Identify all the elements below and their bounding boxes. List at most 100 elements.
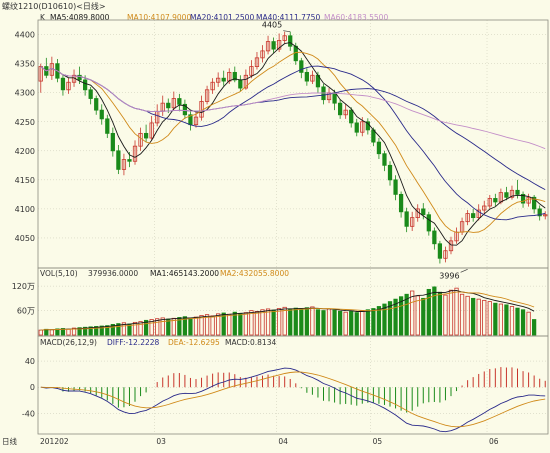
date-tick-label: 201202 (40, 437, 69, 446)
volume-bar (432, 286, 437, 336)
candle-body (83, 79, 88, 91)
volume-bar (293, 307, 298, 336)
volume-bar (38, 329, 43, 336)
volume-bar (382, 303, 387, 336)
volume-bar (532, 319, 537, 336)
volume-bar (376, 306, 382, 336)
candle-body (143, 132, 149, 139)
candle-body (532, 196, 537, 210)
candle-body (509, 189, 515, 198)
candle-body (515, 189, 520, 195)
annotation-pointer (283, 30, 291, 33)
candle-body (166, 102, 171, 109)
candle-body (537, 208, 542, 217)
candle-body (193, 116, 199, 126)
volume-bar (143, 319, 149, 336)
volume-bar (116, 323, 121, 336)
vol-label: VOL(5,10) (40, 269, 78, 278)
date-tick-label: 04 (278, 437, 288, 446)
volume-bar (465, 295, 470, 336)
price-tick-label: 4350 (15, 60, 35, 69)
volume-bar (443, 294, 448, 336)
volume-bar (493, 302, 498, 336)
candle-body (520, 193, 526, 204)
candle-body (404, 211, 409, 227)
volume-bar (315, 309, 321, 336)
candle-body (177, 98, 182, 105)
price-legend: K MA5:4089.8000 MA10:4107.9000 MA20:4101… (40, 13, 388, 22)
candle-body (238, 79, 243, 89)
candle-body (437, 243, 443, 259)
volume-bar (260, 309, 265, 336)
moving-average-lines (40, 42, 546, 246)
macd-tick-label: 40 (25, 357, 35, 366)
volume-bar (182, 316, 188, 336)
candle-body (299, 60, 304, 73)
annotation-label: 4405 (262, 21, 282, 30)
candle-body (476, 209, 481, 219)
candle-body (465, 213, 470, 223)
volume-bar (310, 306, 315, 336)
price-tick-label: 4150 (15, 176, 35, 185)
volume-bar (448, 289, 454, 336)
panel-frames (37, 19, 549, 435)
vol-ma1: MA1:465143.2000 (150, 269, 219, 278)
volume-bar (216, 313, 221, 336)
candle-body (204, 89, 210, 102)
volume-bar (221, 312, 226, 336)
date-axis-label: 日线 (2, 436, 17, 446)
candle-body (487, 198, 492, 207)
volume-bar (254, 310, 260, 336)
volume-bar (482, 299, 487, 336)
candle-body (493, 198, 498, 203)
macd-lines (40, 367, 546, 433)
candle-body (360, 121, 365, 133)
candle-body (254, 57, 260, 67)
candle-body (132, 145, 138, 162)
candle-body (443, 250, 448, 259)
macd-histogram (45, 367, 546, 413)
volume-bar (188, 317, 193, 336)
volume-bars (38, 286, 537, 336)
ma5-line (40, 42, 546, 246)
candle-body (410, 217, 415, 227)
candle-body (249, 66, 254, 76)
candle-body (99, 109, 104, 120)
volume-bar (410, 290, 415, 336)
macd-diff: DIFF:-12.2228 (107, 338, 160, 347)
volume-bar (83, 326, 88, 336)
volume-bar (349, 310, 354, 336)
vol-value: 379936.0000 (88, 269, 138, 278)
chart-title: 螺纹1210(D10610)<日线> (2, 1, 106, 11)
candle-body (338, 102, 343, 116)
volume-tick-label: 120万 (12, 282, 35, 291)
candle-body (110, 132, 115, 152)
volume-bar (338, 310, 343, 336)
candle-body (171, 98, 176, 109)
volume-bar (105, 325, 110, 336)
ma60-value: MA60:4183.5500 (324, 13, 388, 22)
candle-body (282, 35, 287, 41)
macd-panel-frame (37, 335, 549, 435)
volume-bar (476, 298, 481, 336)
price-tick-label: 4050 (15, 234, 35, 243)
macd-tick-label: 0 (30, 383, 35, 392)
candle-body (116, 150, 121, 170)
volume-bar (155, 318, 160, 336)
candle-body (421, 208, 426, 216)
y-tick-labels: 4050 4100 4150 4200 4250 4300 4350 4400 60万 120万 -… (12, 31, 35, 419)
volume-bar (371, 308, 376, 336)
candle-body (88, 89, 93, 99)
candle-body (387, 164, 393, 181)
volume-bar (520, 309, 526, 336)
volume-ma1-line (40, 290, 535, 331)
candle-body (105, 118, 110, 134)
ma40-value: MA40:4111.7750 (256, 13, 320, 22)
candle-body (432, 230, 437, 245)
candle-body (354, 122, 359, 133)
volume-bar (498, 303, 503, 336)
volume-bar (332, 309, 337, 336)
volume-bar (304, 307, 309, 336)
price-annotations: 4405 3996 (262, 21, 468, 280)
